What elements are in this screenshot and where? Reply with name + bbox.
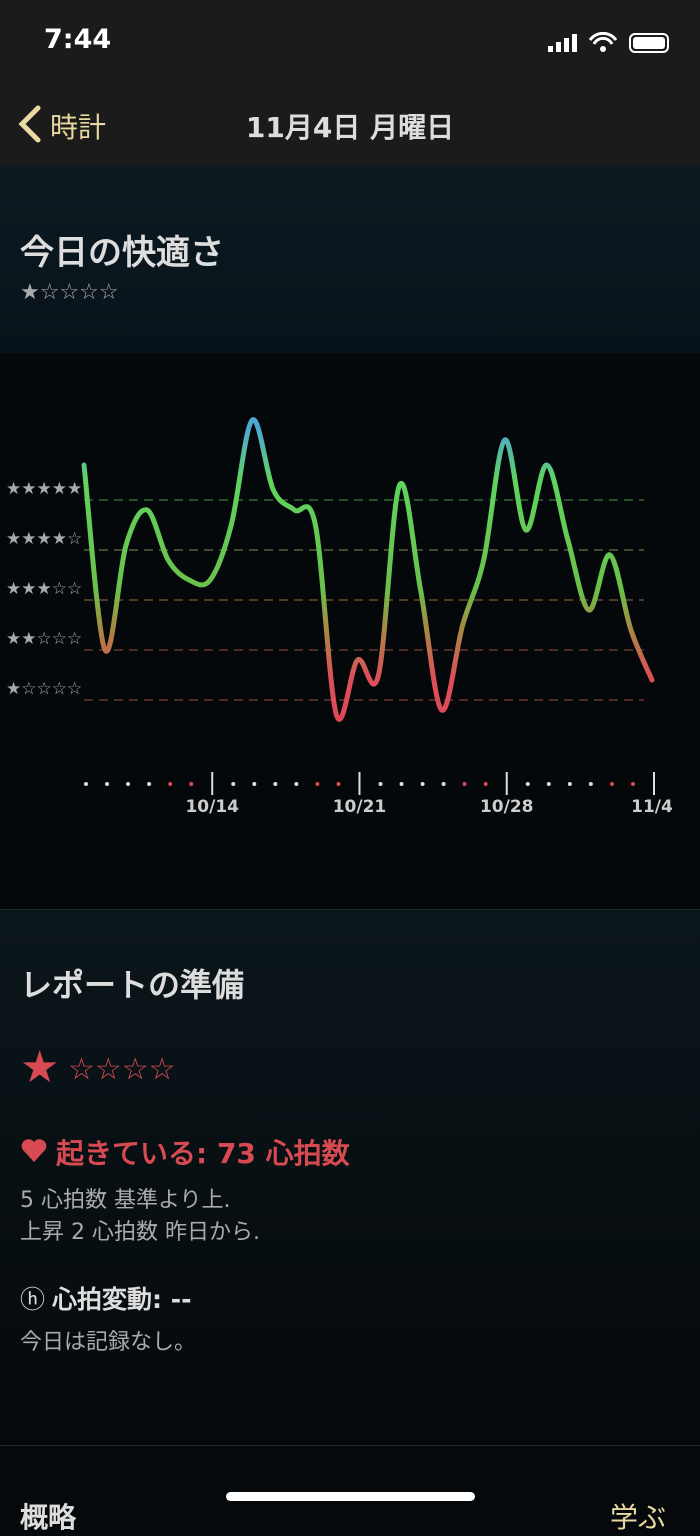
heart-icon [21,1139,47,1162]
learn-link[interactable]: 学ぶ [610,1501,667,1534]
back-chevron[interactable] [16,104,42,144]
rating-filled: ★ [20,1042,60,1093]
day-dot [126,782,131,786]
day-dot [168,782,173,786]
day-dot [315,782,320,786]
day-dot [294,782,299,786]
section-title: 今日の快適さ [20,233,224,273]
hrv-note: 今日は記録なし。 [20,1330,197,1355]
day-dot [546,782,551,786]
day-dot [378,782,383,786]
time: 7:44 [44,24,112,55]
y-tick-label: ★★★★☆ [6,529,82,549]
detail: 上昇 2 心拍数 昨日から. [20,1220,260,1245]
day-dot [84,782,88,786]
x-tick-label: 10/21 [333,797,387,817]
y-tick-label: ★★☆☆☆ [6,629,82,649]
header: 7:44 時計 11月4日 月曜日 [0,0,700,165]
day-dot [189,782,194,786]
day-dot [441,782,446,786]
comfort-section: 今日の快適さ ★☆☆☆☆ [0,165,700,353]
awake-rate: 起きている: 73 心拍数 [56,1137,350,1170]
day-dot [273,782,278,786]
report-section: レポートの準備 ★ ☆☆☆☆ 起きている: 73 心拍数 5 心拍数 基準より上… [0,910,700,1446]
y-tick-label: ★☆☆☆☆ [6,679,82,699]
footer-title: 概略 [20,1501,77,1534]
y-tick-label: ★★★★★ [6,479,82,499]
status-icons [548,32,669,53]
comfort-line [81,417,655,722]
x-tick-label: 10/14 [185,797,239,817]
hrv-icon: ⓗ [20,1285,46,1314]
day-dot [483,782,488,786]
chart-area: ★☆☆☆☆ ★★☆☆☆ ★★★☆☆ ★★★★☆ ★★★★★ 10/14 10/21 10/28… [0,353,700,910]
day-dot [420,782,425,786]
day-dot [105,782,110,786]
day-dot [252,782,257,786]
day-dot [567,782,572,786]
day-dot [525,782,530,786]
day-dot [609,782,614,786]
day-dot [336,782,341,786]
x-tick-label: 11/4 [631,797,673,817]
nav-title: 11月4日 月曜日 [245,111,455,144]
back-button[interactable]: 時計 [50,111,107,144]
day-dot [630,782,635,786]
rating: ★☆☆☆☆ [20,280,119,305]
day-dot [399,782,404,786]
day-dot [231,782,236,786]
detail: 5 心拍数 基準より上. [20,1188,231,1213]
section-title: レポートの準備 [20,966,245,1004]
day-dot [147,782,152,786]
y-tick-label: ★★★☆☆ [6,579,82,599]
day-dot [588,782,593,786]
home-indicator [226,1492,475,1501]
day-dot [462,782,467,786]
hrv: 心拍変動: -- [52,1285,192,1314]
rating-empty: ☆☆☆☆ [68,1052,176,1087]
chart: ★☆☆☆☆ ★★☆☆☆ ★★★☆☆ ★★★★☆ ★★★★★ 10/14 10/21 10/28… [6,417,673,817]
x-tick-label: 10/28 [480,797,534,817]
